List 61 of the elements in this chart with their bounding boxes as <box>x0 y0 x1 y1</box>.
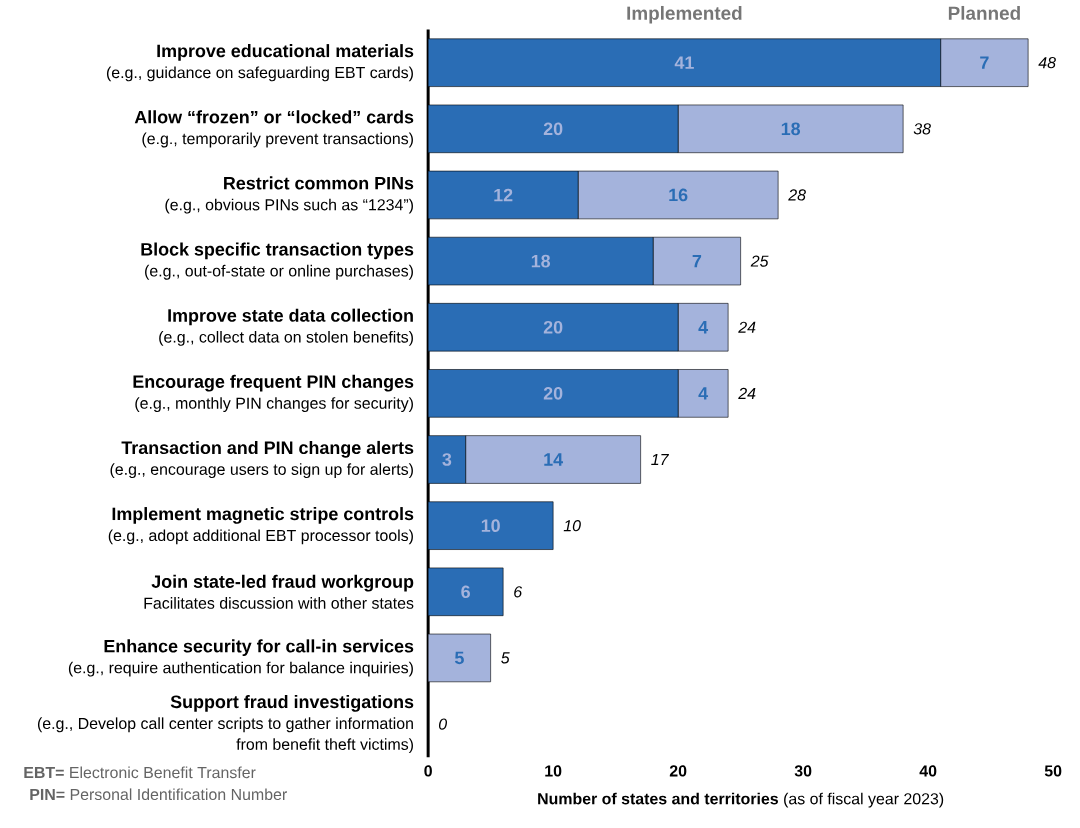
series-label: Implemented <box>627 6 742 24</box>
y-tick-label: Join state-led fraud workgroup <box>151 574 414 592</box>
y-tick-label: Block specific transaction types <box>141 242 414 260</box>
y-tick-label: Support fraud investigations <box>170 695 414 712</box>
text: PIN= Personal Identification Number <box>30 788 287 801</box>
y-tick-label: Implement magnetic stripe controls <box>112 507 414 524</box>
data-label: 16 <box>669 188 688 202</box>
text: (e.g., adopt additional EBT processor tools) <box>108 529 413 545</box>
total-label: 10 <box>563 520 581 532</box>
data-label: 4 <box>698 387 709 400</box>
total-label: 48 <box>1038 57 1056 69</box>
data-label: 18 <box>781 122 801 136</box>
data-label: 4 <box>698 321 709 334</box>
text: (e.g., require authentication for balance inquiries) <box>68 661 413 677</box>
total-label: 0 <box>438 718 448 730</box>
data-label: 18 <box>531 254 551 268</box>
y-tick-label: Improve educational materials <box>157 44 414 61</box>
data-label: 20 <box>543 387 563 400</box>
text: Facilitates discussion with other states <box>144 597 414 609</box>
data-label: 10 <box>481 519 500 533</box>
total-label: 28 <box>788 189 806 201</box>
x-tick-label: 50 <box>1044 765 1062 777</box>
y-tick-label: Improve state data collection <box>168 308 413 326</box>
x-tick-label: 0 <box>424 765 432 777</box>
text: (e.g., monthly PIN changes for security) <box>135 397 413 413</box>
text: EBT= Electronic Benefit Transfer <box>24 766 256 779</box>
text: (e.g., temporarily prevent transactions) <box>142 132 413 148</box>
y-tick-label: Encourage frequent PIN changes <box>133 374 414 392</box>
y-tick-label: Transaction and PIN change alerts <box>121 441 414 458</box>
x-axis-title: Number of states and territories (as of fiscal year 2023) <box>538 792 944 808</box>
total-label: 6 <box>514 586 523 598</box>
text: (e.g., encourage users to sign up for alerts) <box>110 463 413 479</box>
total-label: 24 <box>738 387 756 400</box>
data-label: 12 <box>494 188 513 202</box>
data-label: 14 <box>544 453 564 466</box>
data-label: 7 <box>980 56 989 69</box>
y-tick-label: Enhance security for call-in services <box>104 639 414 657</box>
total-label: 5 <box>501 652 510 664</box>
total-label: 38 <box>913 123 931 135</box>
series-label: Planned <box>948 6 1020 20</box>
total-label: 17 <box>651 454 669 466</box>
x-tick-label: 40 <box>919 765 937 777</box>
x-tick-label: 20 <box>669 765 687 777</box>
text: (e.g., collect data on stolen benefits) <box>159 331 413 346</box>
total-label: 24 <box>738 321 756 333</box>
y-tick-label: Allow “frozen” or “locked” cards <box>134 110 414 124</box>
total-label: 25 <box>750 255 769 267</box>
text: (e.g., guidance on safeguarding EBT cards) <box>106 66 413 82</box>
text: (e.g., Develop call center scripts to gather information from benefit theft victims) <box>37 717 413 754</box>
data-label: 6 <box>461 585 470 599</box>
y-tick-label: Restrict common PINs <box>224 176 414 190</box>
data-label: 3 <box>442 453 452 466</box>
data-label: 5 <box>454 651 464 665</box>
data-label: 20 <box>543 122 563 136</box>
data-label: 41 <box>674 56 694 69</box>
text: (e.g., out-of-state or online purchases) <box>145 264 413 280</box>
data-label: 20 <box>543 320 563 334</box>
x-tick-label: 10 <box>545 765 562 777</box>
x-tick-label: 30 <box>794 765 812 777</box>
text: (e.g., obvious PINs such as “1234”) <box>165 198 413 214</box>
data-label: 7 <box>692 255 702 268</box>
